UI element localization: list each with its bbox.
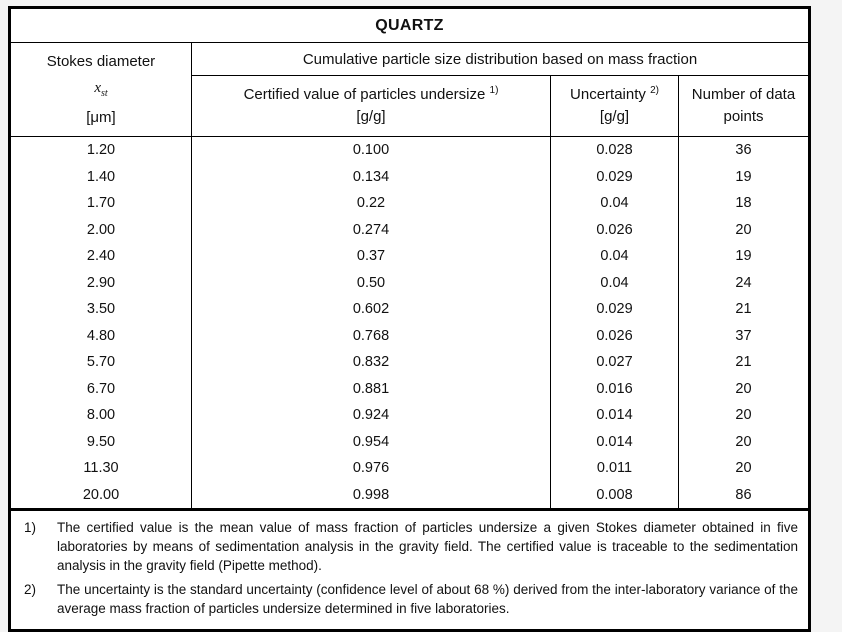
cell: 0.04 [550, 269, 679, 296]
cell: 2.90 [9, 269, 192, 296]
cell: 20 [735, 433, 752, 450]
cell: 0.026 [550, 322, 679, 349]
cell: 2.40 [9, 243, 192, 270]
cell: 0.881 [191, 375, 551, 402]
table-row: 1.70 0.22 0.04 18 [9, 190, 810, 217]
cell: 21 [735, 301, 752, 318]
cell: 0.016 [550, 375, 679, 402]
cell: 6.70 [9, 375, 192, 402]
stokes-unit: [μm] [86, 109, 116, 126]
footnote-2-marker: 2) [24, 582, 37, 597]
table-body: 1.20 0.100 0.028 36 1.40 0.134 0.029 19 1.70 0.22… [9, 136, 810, 510]
cell: 0.027 [550, 349, 679, 376]
cell: 18 [735, 195, 752, 212]
uncertainty-unit: [g/g] [599, 108, 630, 125]
certified-value-unit: [g/g] [356, 108, 386, 125]
cell: 0.134 [191, 163, 551, 190]
cell: 0.924 [191, 402, 551, 429]
cell: 0.954 [191, 428, 551, 455]
column-header-certified-value: Certified value of particles undersize 1… [191, 75, 551, 137]
cell: 0.028 [550, 136, 679, 164]
table-row: 3.50 0.602 0.029 21 [9, 296, 810, 323]
cell: 20.00 [9, 481, 192, 510]
cell: 20 [735, 221, 752, 238]
column-header-uncertainty: Uncertainty 2) [g/g] [550, 75, 679, 137]
table-header: QUARTZ Stokes diameter xst [μm] Cumulati… [9, 7, 810, 137]
cell: 36 [735, 142, 752, 159]
cell: 0.50 [191, 269, 551, 296]
table-row: 11.30 0.976 0.011 20 [9, 455, 810, 482]
cell: 0.014 [550, 428, 679, 455]
cell: 0.029 [550, 296, 679, 323]
footnote-ref-1: 1) [489, 85, 499, 96]
table-row: 2.90 0.50 0.04 24 [9, 269, 810, 296]
cell: 0.998 [191, 481, 551, 510]
column-header-number-of-data-points: Number of data points [678, 75, 810, 137]
table-footnotes: 1) The certified value is the mean value… [9, 508, 810, 631]
cell: 21 [735, 354, 752, 371]
cell: 0.011 [550, 455, 679, 482]
footnote-ref-2: 2) [650, 85, 659, 96]
cell: 20 [735, 460, 752, 477]
stokes-header-label: Stokes diameter [46, 53, 156, 70]
stokes-symbol: xst [94, 80, 108, 99]
footnote-section: 1) The certified value is the mean value… [9, 508, 810, 631]
table-row: 4.80 0.768 0.026 37 [9, 322, 810, 349]
cell: 1.20 [9, 136, 192, 164]
cell: 86 [735, 486, 752, 503]
cell: 20 [735, 380, 752, 397]
cell: 0.768 [191, 322, 551, 349]
table-row: 6.70 0.881 0.016 20 [9, 375, 810, 402]
footnote-1-marker: 1) [24, 520, 37, 535]
cell: 2.00 [9, 216, 192, 243]
cell: 4.80 [9, 322, 192, 349]
cell: 0.832 [191, 349, 551, 376]
footnote-2: 2) The uncertainty is the standard uncer… [11, 580, 808, 618]
cell: 0.014 [550, 402, 679, 429]
cell: 0.008 [550, 481, 679, 510]
table-row: 2.00 0.274 0.026 20 [9, 216, 810, 243]
cell: 37 [735, 327, 752, 344]
cell: 1.40 [9, 163, 192, 190]
cell: 0.029 [550, 163, 679, 190]
table-row: 1.40 0.134 0.029 19 [9, 163, 810, 190]
column-header-stokes-diameter: Stokes diameter xst [μm] [9, 42, 192, 137]
cell: 0.602 [191, 296, 551, 323]
footnote-2-text: The uncertainty is the standard uncertai… [57, 582, 798, 616]
cell: 8.00 [9, 402, 192, 429]
table-row: 1.20 0.100 0.028 36 [9, 136, 810, 164]
cell: 0.37 [191, 243, 551, 270]
table-row: 2.40 0.37 0.04 19 [9, 243, 810, 270]
table-title: QUARTZ [9, 7, 810, 43]
footnote-1-text: The certified value is the mean value of… [57, 520, 798, 573]
group-header-cumulative-distribution: Cumulative particle size distribution ba… [191, 42, 810, 76]
document-frame: QUARTZ Stokes diameter xst [μm] Cumulati… [8, 6, 811, 632]
cell: 0.22 [191, 190, 551, 217]
cell: 5.70 [9, 349, 192, 376]
cell: 1.70 [9, 190, 192, 217]
cell: 0.04 [550, 190, 679, 217]
cell: 24 [735, 274, 752, 291]
cell: 0.026 [550, 216, 679, 243]
cell: 11.30 [9, 455, 192, 482]
cell: 0.100 [191, 136, 551, 164]
table-row: 9.50 0.954 0.014 20 [9, 428, 810, 455]
cell: 19 [735, 168, 752, 185]
footnote-1: 1) The certified value is the mean value… [11, 518, 808, 575]
cell: 9.50 [9, 428, 192, 455]
cell: 0.274 [191, 216, 551, 243]
quartz-table: QUARTZ Stokes diameter xst [μm] Cumulati… [8, 6, 811, 632]
table-row: 20.00 0.998 0.008 86 [9, 481, 810, 510]
table-row: 8.00 0.924 0.014 20 [9, 402, 810, 429]
cell: 20 [735, 407, 752, 424]
cell: 0.976 [191, 455, 551, 482]
table-row: 5.70 0.832 0.027 21 [9, 349, 810, 376]
cell: 19 [735, 248, 752, 265]
cell: 3.50 [9, 296, 192, 323]
cell: 0.04 [550, 243, 679, 270]
